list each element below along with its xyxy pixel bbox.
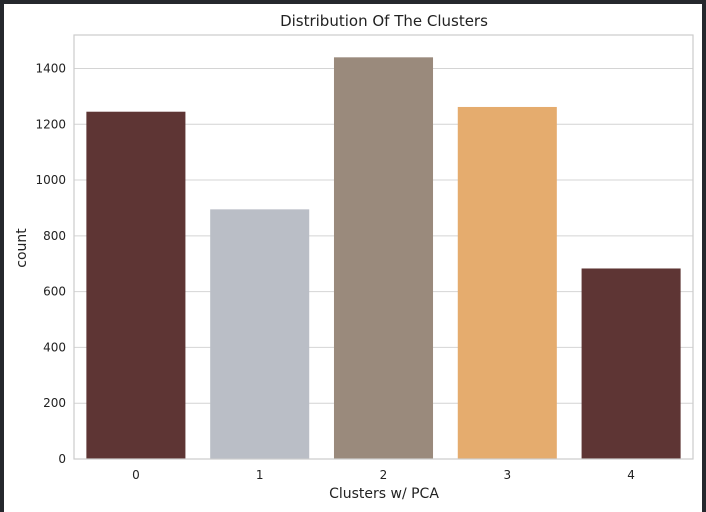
x-tick-labels: 0 1 2 3 4: [132, 468, 635, 482]
plot-frame: [73, 34, 694, 460]
y-tick-label: 200: [43, 396, 66, 410]
bar-cluster-4: [581, 268, 681, 459]
x-tick-label: 0: [132, 468, 140, 482]
y-tick-label: 1400: [35, 61, 66, 75]
bar-cluster-2: [333, 57, 434, 459]
bar-cluster-0: [86, 111, 186, 460]
x-tick-label: 2: [380, 468, 388, 482]
x-axis-label: Clusters w/ PCA: [329, 486, 439, 502]
bar-cluster-3: [457, 106, 557, 460]
x-tick-label: 3: [503, 468, 511, 482]
y-tick-label: 1000: [35, 173, 66, 187]
bar-cluster-1: [210, 209, 310, 459]
y-tick-label: 1200: [35, 117, 66, 131]
bars: [86, 57, 681, 460]
y-axis-label: count: [14, 228, 30, 268]
chart-title: Distribution Of The Clusters: [280, 12, 488, 30]
y-tick-label: 400: [43, 340, 66, 354]
y-tick-label: 800: [43, 229, 66, 243]
x-tick-label: 4: [627, 468, 635, 482]
y-tick-label: 0: [58, 452, 66, 466]
y-tick-label: 600: [43, 285, 66, 299]
x-tick-label: 1: [256, 468, 264, 482]
bar-chart: Distribution Of The Clusters 0 200 400 600 8…: [14, 12, 694, 502]
y-tick-labels: 0 200 400 600 800 1000 1200 1400: [35, 61, 66, 466]
